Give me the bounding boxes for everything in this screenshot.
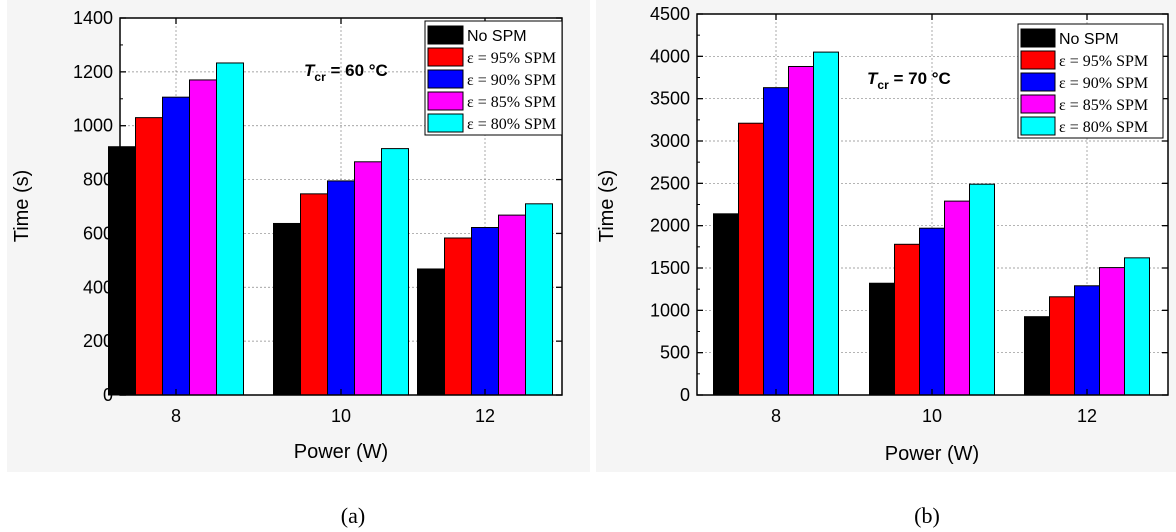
y-tick-label: 4500 [650, 4, 690, 24]
annotation-tcr: Tcr = 70 °C [867, 69, 951, 92]
x-tick-label: 10 [922, 406, 942, 426]
y-tick-label: 600 [83, 223, 113, 243]
y-tick-label: 1000 [650, 300, 690, 320]
bar [944, 200, 970, 396]
bar [1124, 257, 1150, 396]
y-tick-label: 2500 [650, 173, 690, 193]
bar [1049, 296, 1075, 396]
chart-panel-a: 0 200 400 600 800 1000 1200 1400 8 10 12 Power (W)… [7, 0, 590, 528]
x-tick-label: 10 [331, 406, 351, 426]
legend-swatch [1020, 50, 1056, 70]
y-axis-title: Time (s) [11, 170, 33, 243]
legend-label: ε = 90% SPM [467, 72, 556, 89]
bar [1099, 267, 1125, 396]
y-tick-label: 1500 [650, 258, 690, 278]
y-tick-label: 800 [83, 170, 113, 190]
bar [135, 117, 163, 396]
bar [763, 87, 789, 396]
y-tick-label: 200 [83, 331, 113, 351]
legend-swatch [427, 47, 464, 67]
bar [1024, 316, 1050, 396]
legend-label: No SPM [1059, 31, 1119, 48]
legend: No SPM ε = 95% SPM ε = 90% SPM ε = 85% SPM ε… [1017, 23, 1164, 139]
bar [525, 203, 553, 396]
legend-swatch [427, 113, 464, 133]
y-tick-label: 1400 [73, 8, 113, 28]
bar [969, 183, 995, 396]
legend-label: ε = 85% SPM [1059, 97, 1148, 114]
x-tick-label: 12 [1077, 406, 1097, 426]
y-tick-label: 1200 [73, 62, 113, 82]
legend-swatch [1020, 72, 1056, 92]
annotation-value: = 70 °C [889, 69, 951, 88]
legend-label: ε = 95% SPM [1059, 53, 1148, 70]
bar [788, 65, 814, 396]
bars-layer [713, 51, 1150, 396]
bar [354, 161, 382, 396]
x-tick-label: 8 [771, 406, 781, 426]
bar [444, 237, 472, 396]
y-tick-label: 400 [83, 277, 113, 297]
bar [417, 268, 445, 396]
y-tick-label: 3000 [650, 131, 690, 151]
legend-label: No SPM [467, 28, 527, 45]
legend-label: ε = 80% SPM [1059, 119, 1148, 136]
caption-a: (a) [341, 503, 365, 528]
legend-label: ε = 95% SPM [467, 50, 556, 67]
legend-swatch [427, 69, 464, 89]
bar [381, 148, 409, 396]
bar [300, 193, 328, 396]
annotation-tcr: Tcr = 60 °C [304, 61, 388, 84]
annotation-subscript: cr [877, 78, 889, 92]
y-axis-title: Time (s) [596, 170, 618, 243]
bar [498, 214, 526, 396]
bar [471, 227, 499, 396]
legend-label: ε = 85% SPM [467, 94, 556, 111]
x-axis-title: Power (W) [294, 441, 388, 463]
annotation-symbol: T [867, 69, 879, 88]
legend-swatch [1020, 116, 1056, 136]
y-tick-label: 500 [660, 343, 690, 363]
bar [713, 213, 739, 396]
bar [1074, 285, 1100, 396]
y-tick-label: 2000 [650, 216, 690, 236]
bar [738, 122, 764, 396]
y-tick-label: 0 [103, 385, 113, 405]
bar [894, 243, 920, 396]
axis-layer: 0 500 1000 1500 2000 2500 3000 3500 4000 4500 8 10 1… [650, 4, 1168, 426]
bar [327, 180, 355, 396]
caption-b: (b) [914, 503, 940, 528]
bar [273, 222, 301, 396]
legend-label: ε = 80% SPM [467, 116, 556, 133]
axis-layer: 0 200 400 600 800 1000 1200 1400 8 10 12 [73, 8, 562, 426]
y-tick-label: 0 [680, 385, 690, 405]
chart-panel-b: 0 500 1000 1500 2000 2500 3000 3500 4000 4500 8 10 1… [596, 0, 1176, 528]
x-axis-title: Power (W) [885, 443, 979, 465]
bars-layer [108, 62, 553, 396]
legend-swatch [427, 25, 464, 45]
legend-swatch [1020, 94, 1056, 114]
bar [869, 282, 895, 396]
annotation-value: = 60 °C [326, 61, 388, 80]
annotation-subscript: cr [314, 70, 326, 84]
y-tick-label: 1000 [73, 116, 113, 136]
annotation-symbol: T [304, 61, 316, 80]
legend-label: ε = 90% SPM [1059, 75, 1148, 92]
bar [919, 227, 945, 396]
legend-swatch [1020, 28, 1056, 48]
bar [189, 79, 217, 396]
y-tick-label: 4000 [650, 46, 690, 66]
x-tick-label: 8 [171, 406, 181, 426]
legend-swatch [427, 91, 464, 111]
x-tick-label: 12 [475, 406, 495, 426]
bar [813, 51, 839, 396]
bar [162, 96, 190, 396]
bar [216, 62, 244, 396]
y-tick-label: 3500 [650, 89, 690, 109]
legend: No SPM ε = 95% SPM ε = 90% SPM ε = 85% SPM ε… [424, 20, 563, 136]
